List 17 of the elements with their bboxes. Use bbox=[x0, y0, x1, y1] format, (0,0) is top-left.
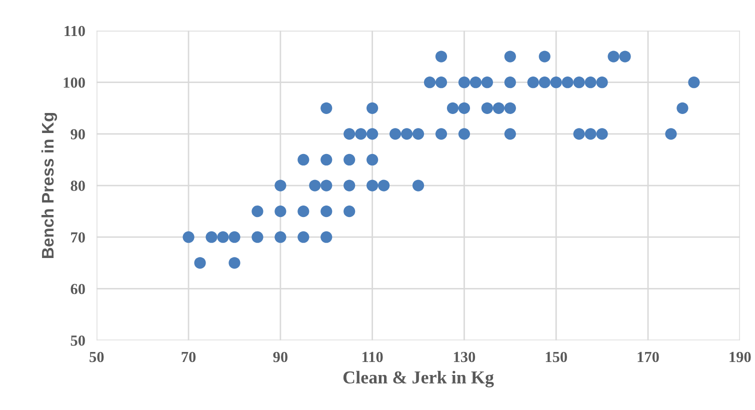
y-tick-label: 80 bbox=[70, 180, 85, 191]
x-tick-label: 110 bbox=[362, 352, 383, 362]
y-tick-label: 60 bbox=[70, 284, 85, 294]
y-tick-label: 70 bbox=[71, 232, 85, 243]
x-tick-label: 170 bbox=[638, 352, 659, 362]
x-tick-label: 90 bbox=[273, 352, 288, 362]
x-tick-label: 150 bbox=[546, 352, 567, 362]
x-tick-label: 50 bbox=[90, 352, 104, 362]
x-tick-label: 70 bbox=[182, 352, 196, 362]
y-axis-title: Bench Press in Kg bbox=[41, 113, 58, 258]
x-axis-title: Clean & Jerk in Kg bbox=[343, 370, 494, 388]
y-tick-label: 100 bbox=[64, 77, 85, 88]
x-tick-label: 190 bbox=[730, 352, 751, 362]
y-tick-label: 110 bbox=[64, 26, 85, 36]
y-tick-label: 50 bbox=[70, 335, 85, 346]
x-tick-label: 130 bbox=[454, 352, 476, 362]
y-tick-label: 90 bbox=[70, 129, 85, 140]
